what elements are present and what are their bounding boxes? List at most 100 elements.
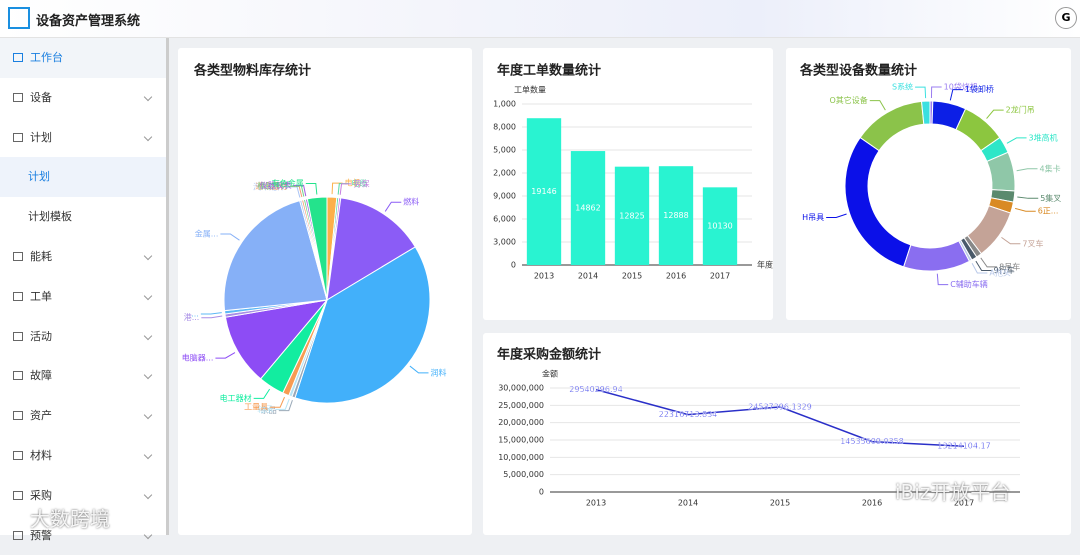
slice-label: 7叉车 [1022, 238, 1043, 248]
page: 设备资产管理系统 G 工作台 设备 计划 计划 计划模板 能耗 工单 活动 故障 资产 材料 采购 预警… [0, 0, 1080, 542]
menu-label: 计划 [30, 130, 52, 144]
card [483, 333, 1071, 535]
value-label: 24537396.1329 [748, 402, 812, 411]
menu-item[interactable]: 计划 [0, 118, 166, 158]
logo [8, 7, 30, 29]
y-tick-label: 3,000 [493, 238, 516, 247]
leader-line [949, 89, 963, 101]
value-label: 22316713.834 [659, 410, 718, 419]
leader-line [1016, 168, 1038, 172]
slice-label: 汽车配件 [253, 181, 285, 191]
slice-label: 通讯器材 [255, 181, 287, 191]
menu-item[interactable]: 活动 [0, 317, 166, 357]
y-tick-label: 6,000 [493, 215, 516, 224]
menu-item[interactable]: 能耗 [0, 237, 166, 277]
leader-line [1006, 137, 1027, 144]
bar [614, 166, 650, 265]
chart-title: 年度采购金额统计 [497, 347, 601, 363]
x-tick-label: 2016 [862, 499, 882, 508]
y-axis-label: 金额 [542, 369, 558, 379]
y-tick-label: 0 [539, 488, 544, 497]
value-label: 12888 [663, 211, 688, 220]
menu-item[interactable]: 工作台 [0, 38, 166, 78]
value-label: 10130 [707, 222, 732, 231]
leader-line [275, 398, 290, 410]
leader-line [980, 257, 998, 268]
menu-label: 工作台 [30, 51, 63, 64]
slice-label: 9行车 [994, 265, 1015, 275]
y-tick-label: 5,000,000 [503, 470, 544, 479]
menu-label: 材料 [30, 448, 52, 462]
x-axis-label: 年度 [757, 260, 773, 270]
value-label: 29540296.94 [569, 385, 622, 394]
slice-label: H吊具 [802, 213, 824, 222]
leader-line [215, 352, 236, 359]
watermark: iBiz开放平台 [895, 480, 1011, 504]
slice-label: 杂品 [261, 406, 277, 415]
leader-line [826, 213, 847, 219]
bar [526, 118, 562, 266]
x-tick-label: 2017 [954, 499, 974, 508]
slice-label: 1袋卸桥 [965, 84, 994, 94]
value-label: 19146 [531, 187, 556, 196]
value-label: 14862 [575, 204, 600, 213]
leader-line [339, 183, 352, 195]
slice-label: 电缆 [351, 178, 367, 188]
slice-label: S系统 [892, 82, 913, 92]
menu-item[interactable]: 工单 [0, 277, 166, 317]
menu-item[interactable]: 设备 [0, 78, 166, 118]
x-tick-label: 2014 [578, 272, 598, 281]
slice [223, 200, 328, 312]
slice-label: 2龙门吊 [1006, 105, 1035, 115]
slice-label: 港... [184, 312, 200, 322]
slice-label: 劳保 [354, 178, 370, 188]
chart-title: 年度工单数量统计 [497, 63, 601, 79]
x-tick-label: 2015 [770, 499, 790, 508]
menu-item[interactable]: 材料 [0, 436, 166, 476]
x-tick-label: 2015 [622, 272, 642, 281]
leader-line [201, 315, 223, 319]
watermark: 大数跨境 [30, 507, 110, 531]
avatar[interactable]: G [1055, 7, 1077, 29]
leader-line [915, 86, 927, 99]
leader-line [220, 233, 240, 241]
slice [920, 100, 931, 125]
header: 设备资产管理系统 G [0, 0, 1080, 38]
menu-item[interactable]: 计划模板 [0, 197, 166, 237]
x-tick-label: 2017 [710, 272, 730, 281]
bar [658, 166, 694, 265]
slice-label: 仪器仪表 [260, 180, 292, 190]
leader-line [253, 388, 271, 399]
leader-line [200, 312, 222, 315]
x-tick-label: 2013 [586, 499, 606, 508]
card [786, 48, 1071, 320]
y-tick-label: 15,000,000 [498, 436, 544, 445]
slice-label: C辅助车辆 [950, 279, 988, 289]
menu-label: 活动 [30, 329, 52, 343]
menu-label: 工单 [30, 289, 52, 303]
slice-label: 金属... [195, 229, 219, 239]
menu-item[interactable]: 采购 [0, 476, 166, 516]
y-tick-label: 2,000 [493, 169, 516, 178]
slice-label: 8吊车 [999, 261, 1020, 271]
slice-label: 4集卡 [1039, 163, 1060, 173]
slice-label: 润料 [431, 367, 447, 377]
menu-item[interactable]: 资产 [0, 396, 166, 436]
slice-label: 6正... [1038, 207, 1059, 216]
menu-item[interactable]: 故障 [0, 356, 166, 396]
bar [702, 187, 738, 265]
leader-line [936, 273, 949, 286]
y-tick-label: 9,000 [493, 192, 516, 201]
slice-label: 橡胶杆件 [257, 180, 289, 190]
y-axis-label: 工单数量 [514, 85, 546, 95]
leader-line [930, 86, 942, 99]
menu-item[interactable]: 计划 [0, 157, 166, 198]
slice-label: 电脑器... [182, 353, 214, 363]
value-label: 13214104.17 [937, 442, 990, 451]
leader-line [975, 260, 992, 271]
menu-label: 能耗 [30, 249, 52, 263]
slice-label: ... [191, 309, 199, 318]
leader-line [986, 109, 1004, 119]
slice-label: O其它设备 [829, 95, 867, 105]
